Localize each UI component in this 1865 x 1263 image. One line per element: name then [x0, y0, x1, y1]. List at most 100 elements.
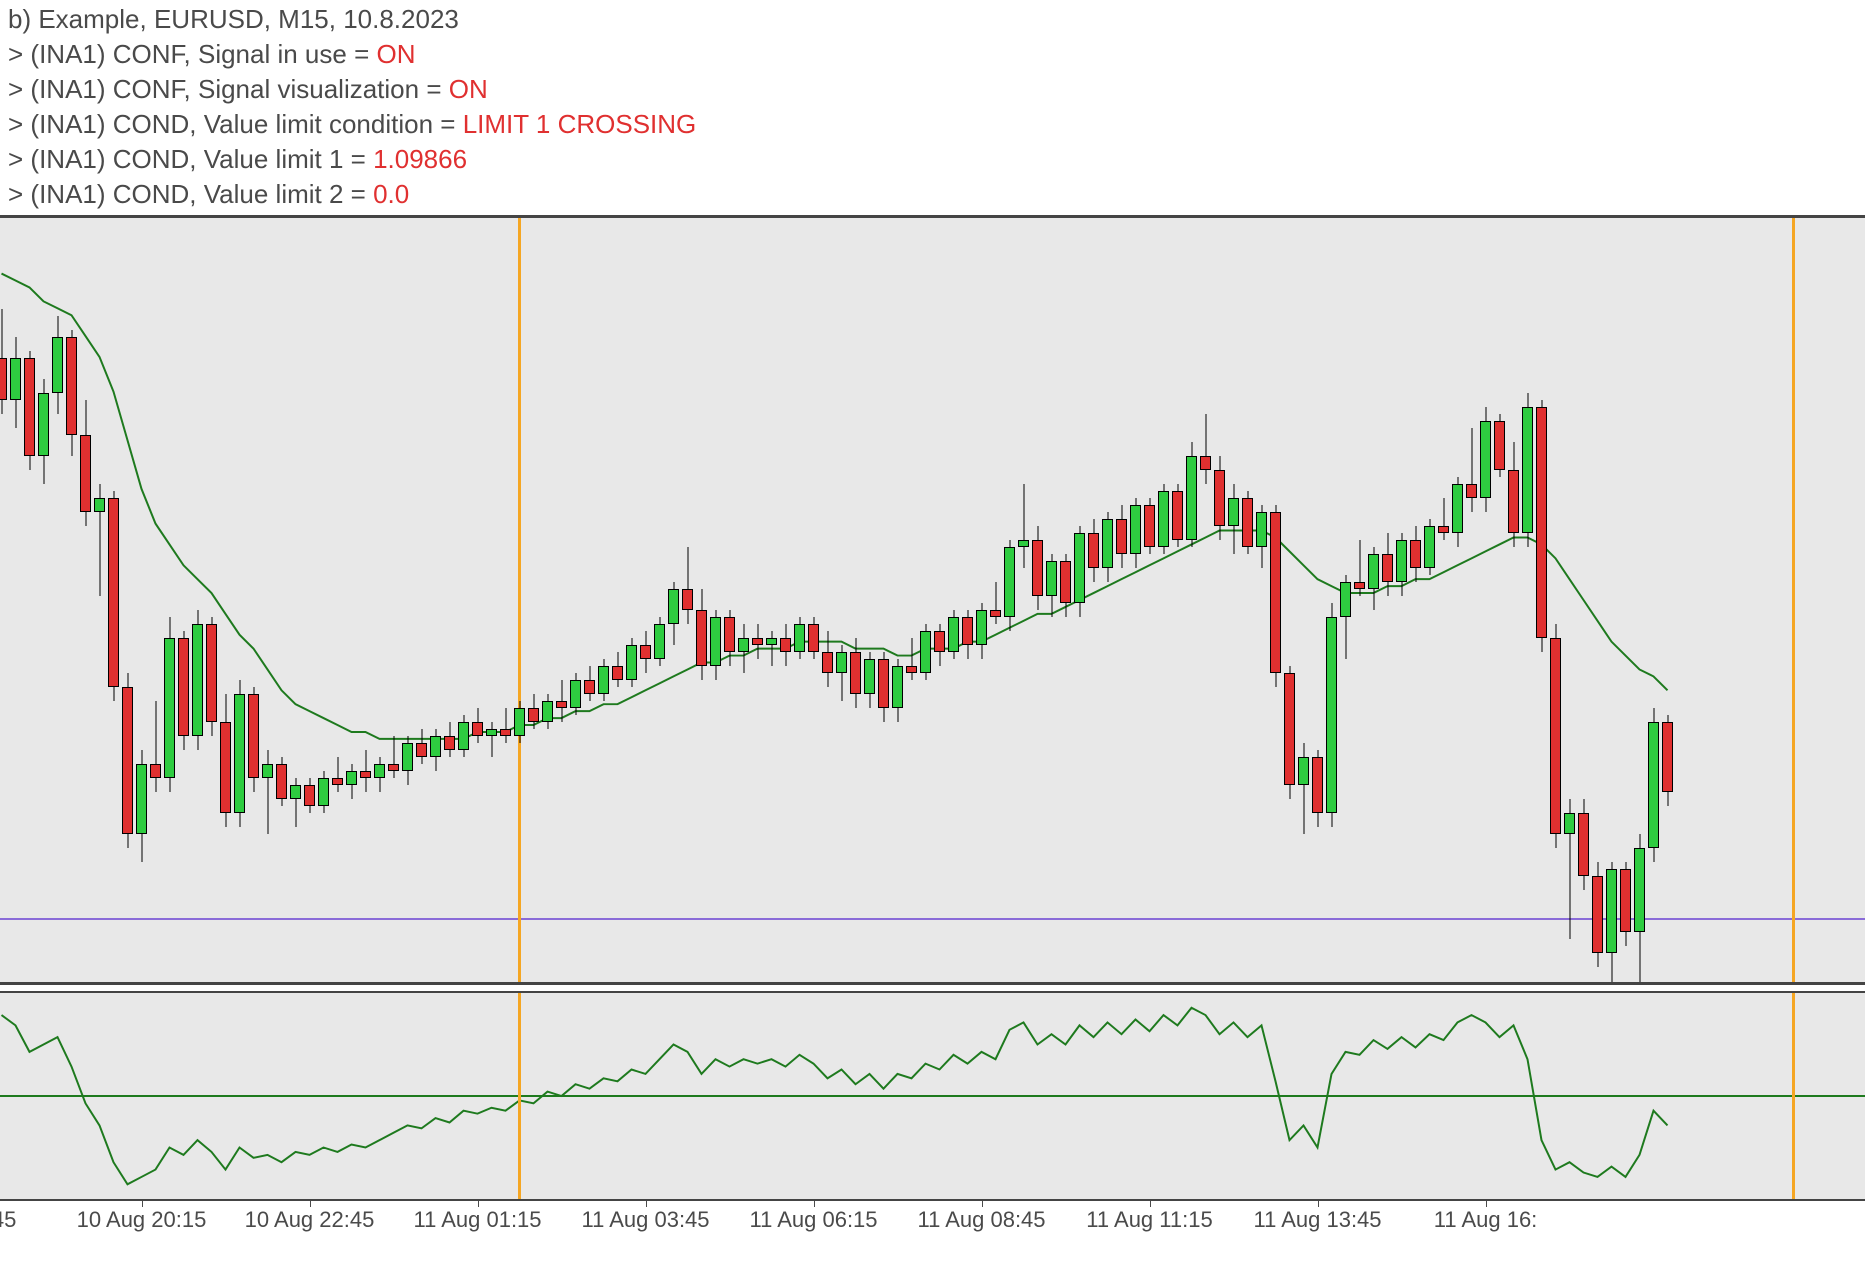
candle: [1354, 218, 1365, 985]
candle: [850, 218, 861, 985]
header-config-line: > (INA1) CONF, Signal visualization = ON: [8, 72, 1857, 107]
candle: [346, 218, 357, 985]
candle: [1452, 218, 1463, 985]
candle: [1256, 218, 1267, 985]
candle: [290, 218, 301, 985]
candle: [150, 218, 161, 985]
header-text-block: b) Example, EURUSD, M15, 10.8.2023 > (IN…: [0, 0, 1865, 215]
candle: [584, 218, 595, 985]
candle: [1368, 218, 1379, 985]
candle: [696, 218, 707, 985]
candle: [738, 218, 749, 985]
config-value: 0.0: [373, 179, 409, 209]
x-axis-tick-label: 11 Aug 16:: [1434, 1207, 1538, 1233]
candle: [0, 218, 7, 985]
candle: [374, 218, 385, 985]
candle: [360, 218, 371, 985]
x-axis-tick-label: 11 Aug 08:45: [917, 1207, 1045, 1233]
main-candlestick-chart[interactable]: [0, 215, 1865, 985]
candle: [1284, 218, 1295, 985]
candle: [766, 218, 777, 985]
candle: [794, 218, 805, 985]
candle: [1046, 218, 1057, 985]
candle: [1550, 218, 1561, 985]
header-config-line: > (INA1) COND, Value limit 1 = 1.09866: [8, 142, 1857, 177]
candle: [1396, 218, 1407, 985]
x-axis-tick-label: 11 Aug 06:15: [749, 1207, 877, 1233]
candle: [304, 218, 315, 985]
candle: [1214, 218, 1225, 985]
candle: [416, 218, 427, 985]
candle: [906, 218, 917, 985]
candle: [1494, 218, 1505, 985]
candle: [934, 218, 945, 985]
candle: [864, 218, 875, 985]
candle: [1634, 218, 1645, 985]
config-value: ON: [376, 39, 415, 69]
candle: [388, 218, 399, 985]
candle: [1564, 218, 1575, 985]
candle: [1312, 218, 1323, 985]
candle: [556, 218, 567, 985]
x-axis-tick-label: 11 Aug 03:45: [581, 1207, 709, 1233]
candle: [1662, 218, 1673, 985]
candle: [1228, 218, 1239, 985]
config-label: > (INA1) COND, Value limit condition =: [8, 109, 463, 139]
candle: [332, 218, 343, 985]
header-config-line: > (INA1) CONF, Signal in use = ON: [8, 37, 1857, 72]
candle: [1466, 218, 1477, 985]
candle: [52, 218, 63, 985]
candle: [1130, 218, 1141, 985]
candle: [1172, 218, 1183, 985]
candle: [1004, 218, 1015, 985]
candle: [1116, 218, 1127, 985]
candle: [1074, 218, 1085, 985]
config-value: ON: [449, 74, 488, 104]
oscillator-line: [2, 1007, 1668, 1184]
candle: [164, 218, 175, 985]
candle: [234, 218, 245, 985]
candle: [808, 218, 819, 985]
candle: [822, 218, 833, 985]
candle: [1270, 218, 1281, 985]
candle: [136, 218, 147, 985]
candle: [654, 218, 665, 985]
candle: [1186, 218, 1197, 985]
candle: [1018, 218, 1029, 985]
candle: [528, 218, 539, 985]
chart-container: ug 17:4510 Aug 20:1510 Aug 22:4511 Aug 0…: [0, 215, 1865, 1241]
signal-vertical-marker: [518, 993, 521, 1199]
header-title: b) Example, EURUSD, M15, 10.8.2023: [8, 2, 1857, 37]
candle: [1578, 218, 1589, 985]
candle: [276, 218, 287, 985]
candle: [1158, 218, 1169, 985]
candle: [668, 218, 679, 985]
candle: [472, 218, 483, 985]
candle: [458, 218, 469, 985]
candle: [920, 218, 931, 985]
candle: [1200, 218, 1211, 985]
candle: [1522, 218, 1533, 985]
candle: [500, 218, 511, 985]
candle: [990, 218, 1001, 985]
candle: [780, 218, 791, 985]
candle: [1382, 218, 1393, 985]
header-config-line: > (INA1) COND, Value limit condition = L…: [8, 107, 1857, 142]
candle: [598, 218, 609, 985]
candle: [1508, 218, 1519, 985]
config-value: 1.09866: [373, 144, 467, 174]
candle: [570, 218, 581, 985]
candle: [962, 218, 973, 985]
sub-oscillator-chart[interactable]: [0, 991, 1865, 1201]
candle: [1592, 218, 1603, 985]
candle: [878, 218, 889, 985]
candle: [444, 218, 455, 985]
x-axis-tick-label: 11 Aug 11:15: [1086, 1207, 1212, 1233]
candle: [220, 218, 231, 985]
candle: [1088, 218, 1099, 985]
candle: [10, 218, 21, 985]
x-axis: ug 17:4510 Aug 20:1510 Aug 22:4511 Aug 0…: [0, 1201, 1865, 1241]
candle: [318, 218, 329, 985]
candle: [262, 218, 273, 985]
candle: [1480, 218, 1491, 985]
